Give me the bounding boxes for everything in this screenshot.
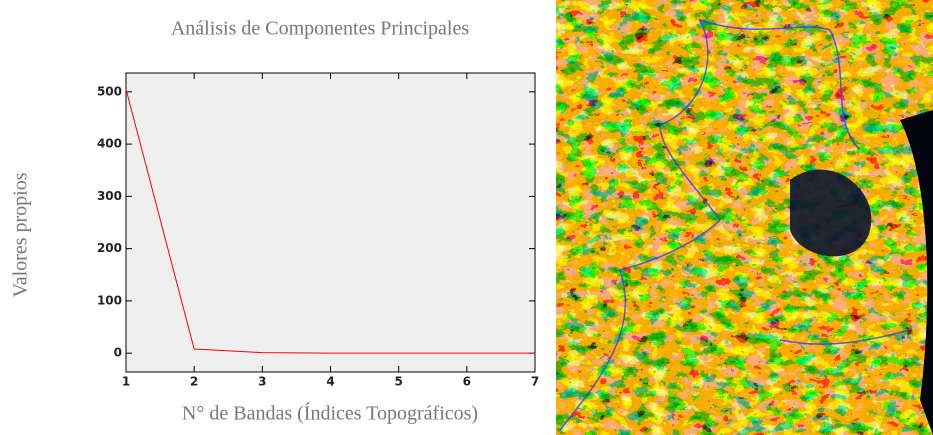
page: Análisis de Componentes Principales Valo…	[0, 0, 933, 435]
plot-area	[126, 73, 535, 372]
terrain-texture	[556, 0, 933, 435]
x-tick-label: 4	[326, 375, 334, 389]
x-axis-label: N° de Bandas (Índices Topográficos)	[182, 402, 478, 425]
x-tick-label: 3	[258, 375, 266, 389]
x-tick-label: 6	[463, 375, 471, 389]
map-image	[556, 0, 933, 435]
y-tick-label: 100	[97, 293, 122, 307]
x-tick-label: 7	[531, 375, 539, 389]
y-tick-label: 300	[97, 189, 122, 203]
y-tick-label: 200	[97, 241, 122, 255]
chart-title: Análisis de Componentes Principales	[171, 18, 470, 40]
y-tick-label: 500	[97, 84, 122, 98]
x-tick-label: 1	[122, 375, 130, 389]
x-tick-label: 5	[394, 375, 402, 389]
y-tick-label: 400	[97, 137, 122, 151]
y-tick-label: 0	[114, 346, 122, 360]
x-tick-label: 2	[190, 375, 198, 389]
y-axis-label: Valores propios	[10, 172, 32, 297]
